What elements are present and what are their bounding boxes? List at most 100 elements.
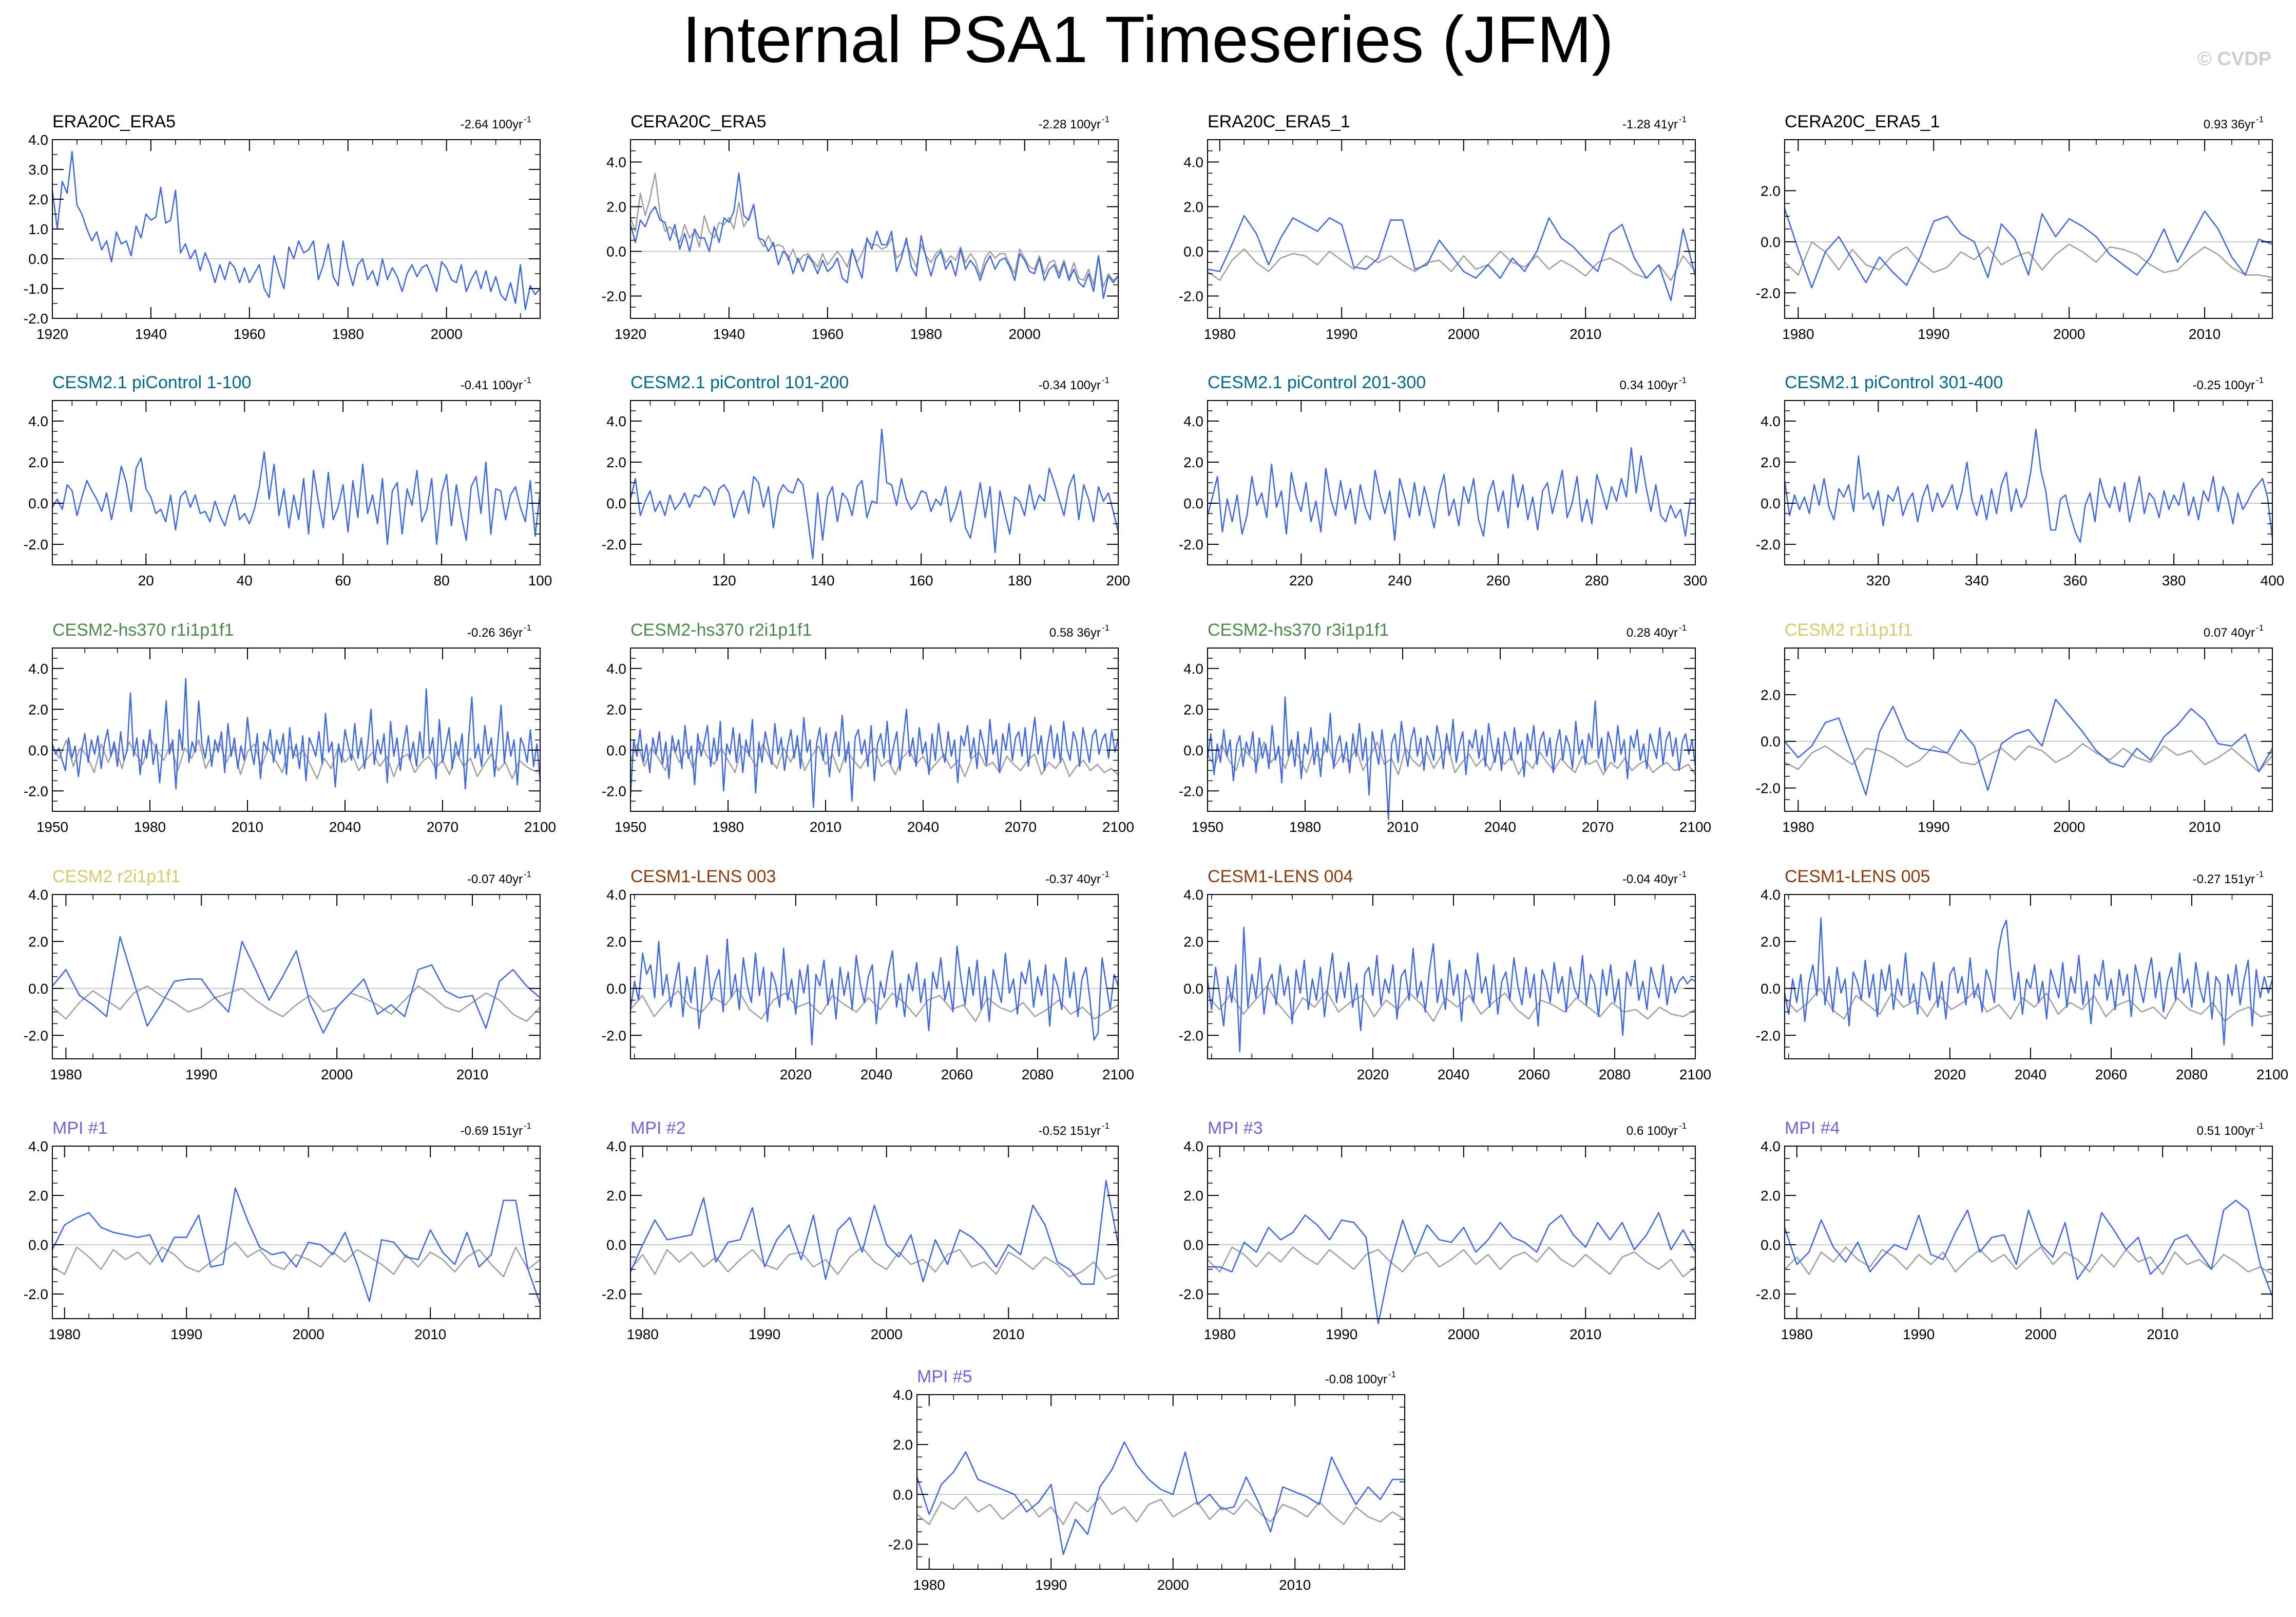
panel-label: CESM2 r2i1p1f1: [52, 867, 180, 886]
x-tick-label: 2100: [1102, 1067, 1134, 1082]
obs-series-line: [1784, 987, 2273, 1022]
y-tick-label: 4.0: [606, 1138, 626, 1154]
chart-panel: 4.0 2.0 0.0 -2.0 2020 2040 2060 2080 2100 CESM1-L…: [1179, 867, 1711, 1082]
y-tick-label: 2.0: [606, 454, 626, 470]
y-tick-label: 2.0: [28, 1188, 48, 1204]
y-tick-label: -2.0: [24, 537, 48, 553]
model-series-line: [51, 678, 541, 790]
trend-superscript: -1: [524, 1121, 531, 1131]
model-series-line: [1207, 447, 1695, 541]
x-tick-label: 2060: [1518, 1067, 1550, 1082]
obs-series-line: [1784, 743, 2273, 773]
y-tick-label: -2.0: [1179, 1286, 1203, 1302]
x-tick-label: 160: [909, 573, 933, 588]
y-tick-label: -2.0: [888, 1536, 913, 1552]
x-tick-label: 100: [528, 573, 552, 588]
y-tick-label: 0.0: [1761, 981, 1781, 997]
panel-label: CESM2.1 piControl 101-200: [630, 373, 849, 392]
trend-superscript: -1: [1388, 1369, 1396, 1379]
x-tick-label: 2010: [2189, 326, 2221, 342]
panel-label: CESM2-hs370 r2i1p1f1: [630, 620, 812, 640]
model-series-line: [629, 709, 1119, 808]
model-series-line: [1207, 926, 1696, 1053]
x-tick-label: 1980: [1782, 326, 1814, 342]
page-title: Internal PSA1 Timeseries (JFM): [682, 3, 1614, 77]
x-tick-label: 2100: [524, 819, 556, 835]
trend-superscript: -1: [2256, 623, 2264, 633]
panel-label: CESM1-LENS 004: [1208, 867, 1353, 886]
x-tick-label: 2010: [456, 1067, 488, 1082]
y-tick-label: 0.0: [1761, 234, 1781, 250]
plot-frame: [52, 400, 541, 565]
x-tick-label: 2000: [1157, 1577, 1189, 1593]
trend-superscript: -1: [1102, 115, 1109, 124]
x-tick-label: 360: [2063, 573, 2088, 588]
y-tick-label: 4.0: [1761, 887, 1781, 903]
x-tick-label: 1980: [913, 1577, 945, 1593]
y-tick-label: 4.0: [1761, 413, 1781, 429]
x-tick-label: 2060: [2095, 1067, 2127, 1082]
obs-series-line: [1784, 241, 2273, 278]
panel-label: CESM2-hs370 r1i1p1f1: [52, 620, 234, 640]
x-tick-label: 2010: [2147, 1326, 2178, 1342]
y-tick-label: 4.0: [28, 887, 48, 903]
y-tick-label: -2.0: [1756, 285, 1781, 301]
plot-frame: [1207, 1146, 1696, 1319]
y-tick-label: 2.0: [1761, 934, 1781, 949]
trend-superscript: -1: [524, 115, 531, 124]
y-tick-label: -1.0: [24, 281, 48, 297]
trend-label: -0.34 100yr: [1039, 378, 1101, 392]
x-tick-label: 2040: [1438, 1067, 1469, 1082]
x-tick-label: 1990: [185, 1067, 217, 1082]
y-tick-label: 2.0: [606, 199, 626, 215]
chart-panel: 4.0 2.0 0.0 -2.0 1980 1990 2000 2010 ERA20C_ERA5…: [1179, 112, 1696, 342]
x-tick-label: 2060: [941, 1067, 973, 1082]
trend-superscript: -1: [2256, 1121, 2264, 1131]
y-tick-label: 2.0: [1183, 1188, 1203, 1204]
plot-frame: [1784, 139, 2273, 319]
trend-superscript: -1: [1679, 375, 1687, 385]
y-tick-label: 0.0: [28, 981, 48, 997]
model-series-line: [629, 938, 1119, 1045]
trend-superscript: -1: [524, 869, 531, 879]
x-tick-label: 20: [138, 573, 154, 588]
y-tick-label: 4.0: [1183, 155, 1203, 170]
trend-label: 0.93 36yr: [2204, 118, 2255, 131]
x-tick-label: 140: [811, 573, 835, 588]
trend-label: -0.26 36yr: [467, 626, 523, 640]
x-tick-label: 2080: [1022, 1067, 1054, 1082]
x-tick-label: 320: [1866, 573, 1890, 588]
y-tick-label: 0.0: [1761, 734, 1781, 750]
y-tick-label: 0.0: [1183, 244, 1203, 260]
chart-panel: 4.0 2.0 0.0 -2.0 2020 2040 2060 2080 2100 CESM1-L…: [1756, 867, 2288, 1082]
trend-superscript: -1: [1102, 375, 1109, 385]
x-tick-label: 340: [1965, 573, 1989, 588]
x-tick-label: 80: [434, 573, 450, 588]
plot-frame: [630, 139, 1119, 319]
y-tick-label: 2.0: [606, 701, 626, 717]
trend-superscript: -1: [524, 375, 531, 385]
trend-label: -2.28 100yr: [1039, 118, 1101, 131]
panel-label: MPI #2: [630, 1118, 686, 1138]
model-series-line: [1207, 696, 1696, 821]
x-tick-label: 280: [1585, 573, 1609, 588]
y-tick-label: 0.0: [28, 1237, 48, 1253]
x-tick-label: 2000: [1448, 326, 1480, 342]
x-tick-label: 240: [1388, 573, 1412, 588]
y-tick-label: 2.0: [606, 934, 626, 949]
trend-superscript: -1: [1102, 869, 1109, 879]
x-tick-label: 2080: [2176, 1067, 2208, 1082]
panel-label: CESM2-hs370 r3i1p1f1: [1208, 620, 1389, 640]
panel-label: MPI #1: [52, 1118, 108, 1138]
x-tick-label: 1980: [50, 1067, 82, 1082]
trend-superscript: -1: [1679, 115, 1687, 124]
trend-label: -0.08 100yr: [1325, 1373, 1387, 1386]
y-tick-label: 2.0: [28, 934, 48, 949]
x-tick-label: 1960: [812, 326, 844, 342]
panel-label: MPI #4: [1785, 1118, 1840, 1138]
trend-label: -0.41 100yr: [461, 378, 523, 392]
chart-panel: 4.0 2.0 0.0 -2.0 1980 1990 2000 2010 CESM2 r2i1p…: [24, 867, 541, 1082]
plot-frame: [1207, 139, 1696, 319]
